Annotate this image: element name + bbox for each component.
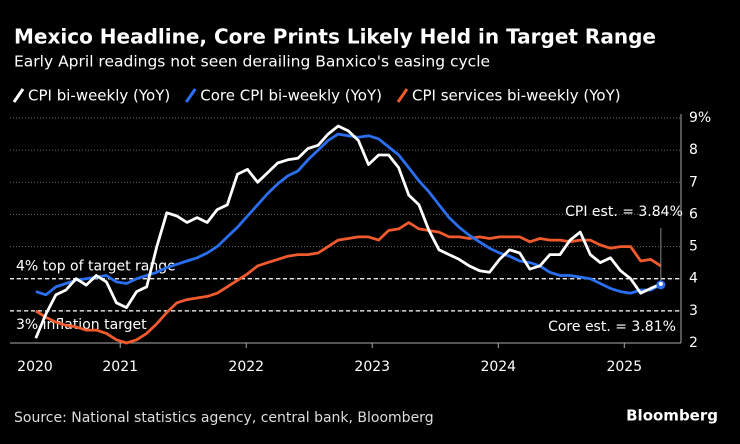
annotation: Core est. = 3.81%: [548, 319, 676, 335]
legend-swatch: [12, 88, 25, 103]
x-tick-label: 2023: [354, 359, 390, 375]
x-tick-label: 2024: [480, 359, 516, 375]
y-tick-label: 8: [689, 142, 698, 158]
annotation: CPI est. = 3.84%: [565, 204, 683, 220]
x-tick-label: 2021: [102, 359, 138, 375]
y-tick-label: 2: [689, 335, 698, 351]
legend-label: CPI bi-weekly (YoY): [28, 87, 170, 105]
series-line: [34, 124, 662, 339]
brand: Bloomberg: [626, 407, 718, 425]
source: Source: National statistics agency, cent…: [14, 410, 434, 426]
y-tick-label: 3: [689, 303, 698, 319]
legend-label: Core CPI bi-weekly (YoY): [200, 87, 382, 105]
reference-label: 3% inflation target: [16, 317, 147, 333]
y-tick-label: 5: [689, 239, 698, 255]
estimate-dot: [658, 281, 663, 286]
legend-swatch: [185, 88, 197, 103]
series-line: [35, 221, 662, 345]
series-line: [35, 132, 662, 297]
y-tick-label: 9%: [689, 110, 711, 126]
chart-subtitle: Early April readings not seen derailing …: [14, 53, 490, 71]
y-tick-label: 7: [689, 174, 698, 190]
x-tick-label: 2025: [606, 359, 642, 375]
x-tick-label: 2020: [17, 359, 53, 375]
y-tick-label: 6: [689, 206, 698, 222]
y-tick-label: 4: [689, 271, 698, 287]
legend-swatch: [396, 88, 409, 103]
reference-label: 4% top of target range: [16, 259, 176, 275]
chart-title: Mexico Headline, Core Prints Likely Held…: [14, 25, 656, 49]
x-tick-label: 2022: [228, 359, 264, 375]
legend-label: CPI services bi-weekly (YoY): [412, 87, 621, 105]
